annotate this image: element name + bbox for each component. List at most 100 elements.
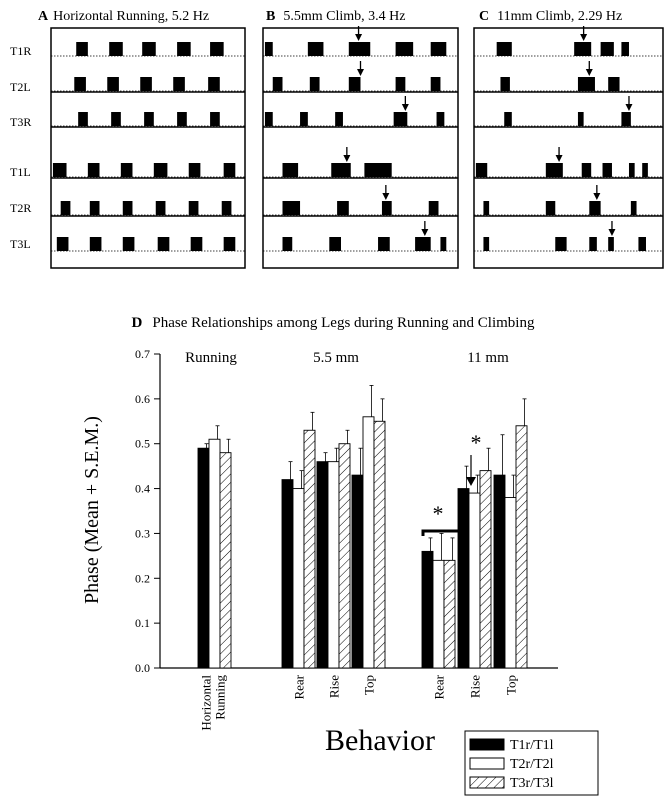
burst	[602, 163, 612, 177]
burst	[504, 112, 512, 126]
panel-b-title: B 5.5mm Climb, 3.4 Hz	[266, 9, 405, 24]
burst	[120, 163, 133, 177]
burst	[264, 112, 273, 126]
burst	[642, 163, 648, 177]
row-label-t2l: T2L	[10, 80, 31, 94]
bar	[338, 443, 351, 669]
burst	[348, 42, 371, 56]
bar	[316, 461, 329, 669]
bar	[504, 497, 517, 669]
bar-series	[197, 384, 528, 669]
group-label-5-5mm: 5.5 mm	[313, 350, 359, 366]
phase-arrowhead	[343, 155, 351, 162]
y-tick-label: 0.3	[135, 526, 150, 540]
burst	[621, 112, 631, 126]
burst	[395, 77, 406, 91]
phase-arrowhead	[355, 34, 363, 41]
burst	[208, 77, 220, 91]
y-ticks: 0.0 0.1 0.2 0.3 0.4 0.5 0.6 0.7	[135, 347, 160, 675]
burst	[577, 112, 584, 126]
panel-d-title-text: Phase Relationships among Legs during Ru…	[152, 315, 535, 331]
x-tick-label: HorizontalRunning	[199, 675, 228, 731]
burst	[223, 237, 236, 251]
burst	[630, 201, 637, 215]
row-label-t1r: T1R	[10, 44, 31, 58]
burst-traces	[51, 26, 663, 252]
significance-arrowhead	[466, 477, 476, 486]
bar	[303, 429, 316, 669]
burst	[621, 42, 629, 56]
burst	[628, 163, 635, 177]
burst	[430, 42, 447, 56]
x-tick-label: Top	[362, 675, 377, 695]
burst	[600, 42, 614, 56]
burst	[272, 77, 283, 91]
panel-b-title-text: 5.5mm Climb, 3.4 Hz	[283, 9, 405, 24]
burst	[500, 77, 510, 91]
bar	[292, 488, 305, 669]
phase-arrowhead	[555, 155, 563, 162]
burst	[577, 77, 595, 91]
bar	[373, 420, 386, 669]
panel-d-title: D Phase Relationships among Legs during R…	[132, 315, 535, 331]
burst	[109, 42, 123, 56]
burst	[496, 42, 512, 56]
legend-label-t3: T3r/T3l	[510, 776, 554, 791]
burst	[210, 112, 220, 126]
burst	[111, 112, 121, 126]
burst	[87, 163, 100, 177]
panel-a-title: A Horizontal Running, 5.2 Hz	[38, 9, 209, 24]
x-tick-label: Rise	[468, 675, 483, 698]
burst	[76, 42, 88, 56]
burst	[378, 237, 390, 251]
significance-bracket	[421, 529, 465, 536]
bar	[327, 461, 340, 669]
phase-arrowhead	[625, 104, 633, 111]
burst	[440, 237, 447, 251]
burst	[89, 237, 102, 251]
burst	[190, 237, 203, 251]
row-label-t3r: T3R	[10, 115, 31, 129]
burst	[223, 163, 236, 177]
burst	[329, 237, 341, 251]
burst	[483, 201, 490, 215]
y-tick-label: 0.7	[135, 347, 150, 361]
panel-a-title-text: Horizontal Running, 5.2 Hz	[53, 9, 209, 24]
bar	[479, 470, 492, 669]
group-label-running: Running	[185, 350, 237, 366]
bar	[362, 416, 375, 669]
legend-swatch-t3	[469, 776, 505, 789]
significance-star-rear: *	[433, 501, 444, 526]
bar	[351, 474, 364, 669]
burst	[300, 112, 308, 126]
x-tick-label: Top	[504, 675, 519, 695]
y-tick-label: 0.0	[135, 661, 150, 675]
burst	[574, 42, 592, 56]
x-tick-label: Rear	[292, 674, 307, 699]
legend-swatch-t1	[469, 738, 505, 751]
burst	[348, 77, 361, 91]
panel-d-letter: D	[132, 315, 143, 331]
bar	[493, 474, 506, 669]
phase-arrowhead	[382, 193, 390, 200]
panel-b-box	[262, 27, 459, 269]
panel-c-box	[473, 27, 664, 269]
phase-arrowhead	[421, 229, 429, 236]
bar	[219, 452, 232, 669]
burst	[188, 201, 199, 215]
x-tick-labels: HorizontalRunning Rear Rise Top Rear Rise Top	[199, 674, 519, 730]
panel-c-title-text: 11mm Climb, 2.29 Hz	[497, 9, 622, 24]
phase-arrowhead	[580, 34, 588, 41]
burst	[60, 201, 71, 215]
bar	[457, 488, 470, 669]
bar	[432, 559, 445, 669]
y-axis-label: Phase (Mean + S.E.M.)	[81, 416, 103, 604]
burst	[364, 163, 392, 177]
x-axis-label: Behavior	[325, 724, 435, 757]
burst	[122, 237, 135, 251]
panel-a-letter: A	[38, 9, 49, 24]
legend: T1r/T1l T2r/T2l T3r/T3l	[464, 730, 599, 796]
legend-label-t1: T1r/T1l	[510, 738, 554, 753]
burst	[331, 163, 351, 177]
